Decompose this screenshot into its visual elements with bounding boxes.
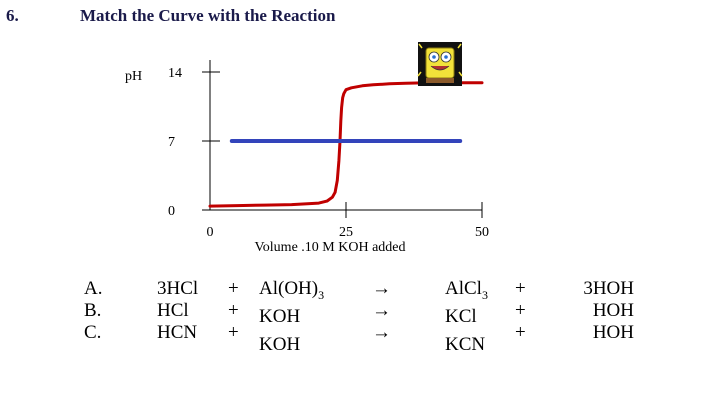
- reaction-b-base: KOH: [259, 305, 301, 327]
- reaction-a-base: Al(OH)3: [259, 278, 325, 302]
- reaction-b-plus2: +: [515, 300, 526, 321]
- reaction-plus-signs-1: + + +: [228, 278, 239, 344]
- reaction-a-plus2: +: [515, 278, 526, 299]
- y-tick-label: 7: [168, 135, 175, 150]
- reaction-b-acid: HCl: [157, 300, 189, 321]
- reaction-a-arrow: →: [372, 278, 391, 299]
- question-number: 6.: [6, 6, 19, 25]
- question-title: Match the Curve with the Reaction: [80, 6, 336, 25]
- reaction-plus-signs-2: + + +: [515, 278, 526, 344]
- reaction-c-salt: KCN: [445, 333, 486, 355]
- reaction-c-water: HOH: [592, 322, 634, 343]
- reaction-c-letter: C.: [84, 322, 102, 343]
- reaction-c-plus2: +: [515, 322, 526, 343]
- reaction-letters: A. B. C.: [84, 278, 102, 344]
- reaction-a-letter: A.: [84, 278, 103, 299]
- x-axis-label: Volume .10 M KOH added: [254, 240, 405, 255]
- reaction-c-base: KOH: [259, 333, 301, 355]
- reaction-c-arrow: →: [372, 322, 391, 343]
- y-axis-label: pH: [125, 69, 142, 84]
- spongebob-icon: [417, 42, 463, 86]
- reaction-waters: 3HOH HOH HOH: [566, 278, 634, 344]
- reaction-acids: 3HCl HCl HCN: [157, 278, 198, 344]
- reaction-a-water: 3HOH: [583, 278, 634, 299]
- reaction-b-plus1: +: [228, 300, 239, 321]
- y-tick-label: 0: [168, 204, 175, 219]
- y-tick-label: 14: [168, 66, 182, 81]
- x-tick-label: 50: [475, 225, 489, 240]
- reaction-a-salt: AlCl3: [445, 278, 488, 302]
- reaction-b-arrow: →: [372, 300, 391, 321]
- reaction-c-plus1: +: [228, 322, 239, 343]
- reaction-a-plus1: +: [228, 278, 239, 299]
- reaction-c-acid: HCN: [157, 322, 198, 343]
- x-tick-label: 25: [339, 225, 353, 240]
- reaction-b-salt: KCl: [445, 305, 477, 327]
- reaction-arrows: → → →: [372, 278, 391, 344]
- x-tick-label: 0: [207, 225, 214, 240]
- reaction-b-letter: B.: [84, 300, 102, 321]
- reaction-bases: Al(OH)3 KOH KOH: [259, 278, 324, 361]
- reaction-b-water: HOH: [592, 300, 634, 321]
- reaction-a-acid: 3HCl: [157, 278, 199, 299]
- reaction-salts: AlCl3 KCl KCN: [445, 278, 488, 361]
- titration-curve: [208, 81, 484, 208]
